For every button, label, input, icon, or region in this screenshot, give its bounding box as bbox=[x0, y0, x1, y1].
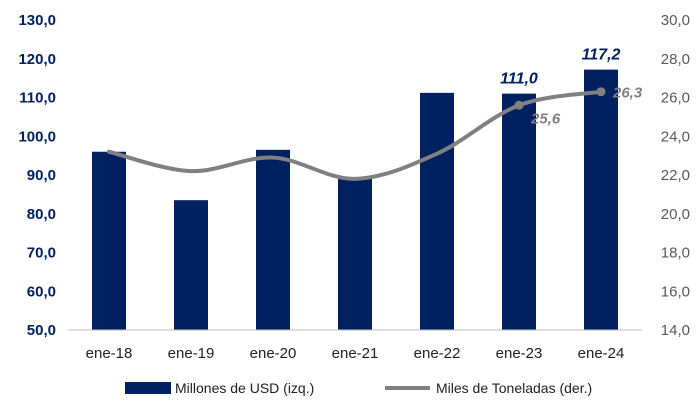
line-marker bbox=[514, 100, 524, 110]
right-axis-tick: 22,0 bbox=[661, 167, 690, 184]
bar bbox=[420, 92, 454, 330]
left-axis-tick: 130,0 bbox=[18, 12, 56, 29]
x-axis-tick: ene-20 bbox=[250, 345, 297, 362]
bar bbox=[256, 149, 290, 330]
left-axis-tick: 80,0 bbox=[27, 206, 56, 223]
legend-label: Millones de USD (izq.) bbox=[175, 380, 314, 396]
right-axis-tick: 20,0 bbox=[661, 206, 690, 223]
line-data-label: 25,6 bbox=[530, 110, 561, 127]
bar-data-label: 117,2 bbox=[582, 47, 621, 64]
left-axis-tick: 110,0 bbox=[19, 90, 56, 107]
line-marker bbox=[596, 87, 606, 97]
bar bbox=[92, 151, 126, 330]
right-axis-tick: 26,0 bbox=[661, 90, 690, 107]
bar bbox=[584, 69, 618, 330]
x-axis-tick: ene-21 bbox=[332, 345, 379, 362]
x-axis-tick: ene-22 bbox=[414, 345, 461, 362]
left-axis-tick: 50,0 bbox=[27, 322, 56, 339]
x-axis-tick: ene-19 bbox=[168, 345, 215, 362]
right-axis-tick: 24,0 bbox=[661, 128, 690, 145]
left-axis-tick: 120,0 bbox=[18, 51, 56, 68]
right-axis-tick: 16,0 bbox=[661, 283, 690, 300]
x-axis-tick: ene-23 bbox=[496, 345, 543, 362]
x-axis-tick: ene-18 bbox=[86, 345, 133, 362]
left-axis-tick: 70,0 bbox=[27, 245, 56, 262]
bar bbox=[174, 200, 208, 330]
bar-data-label: 111,0 bbox=[500, 71, 538, 88]
right-axis-tick: 30,0 bbox=[661, 12, 690, 29]
bar bbox=[338, 178, 372, 330]
bar bbox=[502, 93, 536, 330]
right-axis-tick: 18,0 bbox=[661, 245, 690, 262]
right-axis-tick: 28,0 bbox=[661, 51, 690, 68]
left-axis-tick: 100,0 bbox=[18, 128, 56, 145]
x-axis-tick: ene-24 bbox=[578, 345, 625, 362]
legend-bar-swatch bbox=[125, 382, 171, 394]
left-axis-tick: 90,0 bbox=[27, 167, 56, 184]
legend-label: Miles de Toneladas (der.) bbox=[436, 380, 592, 396]
right-axis-tick: 14,0 bbox=[661, 322, 690, 339]
line-data-label: 26,3 bbox=[612, 85, 643, 102]
left-axis-tick: 60,0 bbox=[27, 283, 56, 300]
